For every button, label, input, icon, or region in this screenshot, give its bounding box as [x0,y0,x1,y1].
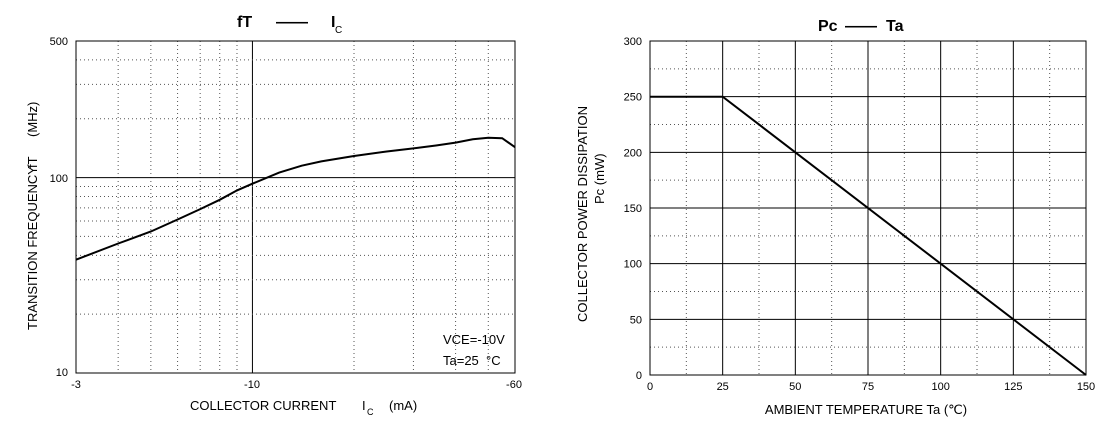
ft-ic-ylabel-sym: fT [25,156,40,168]
pc-ta-ylabel-sub: Pc (mW) [592,153,607,204]
pc-ta-xtick-75: 75 [862,381,874,393]
pc-ta-ytick-200: 200 [624,147,642,159]
pc-ta-xtick-25: 25 [717,381,729,393]
ft-ic-ytick-500: 500 [50,36,68,48]
ft-ic-title-main: fT [237,14,252,31]
pc-ta-ytick-50: 50 [630,314,642,326]
pc-ta-ylabel: COLLECTOR POWER DISSIPATION [575,106,590,322]
ft-ic-xlabel-ic-sub: C [367,407,374,417]
ft-ic-ylabel: TRANSITION FREQUENCY [25,166,40,330]
ft-ic-xtick-10: -10 [244,379,260,391]
pc-ta-xticks: 0 25 50 75 100 125 150 [647,381,1095,393]
ft-ic-annotation-vce: VCE=-10V [443,332,505,347]
pc-ta-curve [650,95,1087,376]
pc-ta-yticks: 0 50 100 150 200 250 300 [624,36,642,382]
pc-ta-xtick-100: 100 [932,381,950,393]
pc-ta-xtick-150: 150 [1077,381,1095,393]
pc-ta-ylabel-group: COLLECTOR POWER DISSIPATION Pc (mW) [575,106,607,322]
pc-ta-chart: Pc —— Ta 0 50 100 150 200 250 300 0 25 5… [575,18,1095,417]
ft-ic-ytick-10: 10 [56,367,68,379]
pc-ta-title-left: Pc [818,18,838,35]
pc-ta-xlabel: AMBIENT TEMPERATURE Ta (℃) [765,402,967,417]
pc-ta-xtick-50: 50 [789,381,801,393]
ft-ic-xlabel-ic: I [362,398,366,413]
ft-ic-title-dash: —— [276,14,308,31]
ft-ic-annotation-ta: Ta=25 [443,353,479,368]
ft-ic-title-ic: I [331,14,335,31]
pc-ta-ytick-100: 100 [624,259,642,271]
ft-ic-xtick-3: -3 [71,379,81,391]
ft-ic-chart: fT —— I C 10 100 500 -3 -10 -60 COLLECTO… [25,14,522,417]
pc-ta-plot-frame [649,40,1087,376]
ft-ic-plot-frame [75,40,516,374]
ft-ic-xtick-60: -60 [506,379,522,391]
pc-ta-ytick-300: 300 [624,36,642,48]
ft-ic-ylabel-unit: (MHz) [25,102,40,137]
pc-ta-xtick-125: 125 [1004,381,1022,393]
ft-ic-xlabel: COLLECTOR CURRENT [190,398,336,413]
ft-ic-grid [76,41,515,373]
pc-ta-title-right: Ta [886,18,904,35]
ft-ic-title-ic-sub: C [335,25,342,36]
ft-ic-curve [75,136,516,261]
ft-ic-ylabel-group: TRANSITION FREQUENCY fT (MHz) [25,102,40,330]
pc-ta-xtick-0: 0 [647,381,653,393]
pc-ta-ytick-250: 250 [624,92,642,104]
ft-ic-xlabel-unit: (mA) [389,398,417,413]
pc-ta-ytick-0: 0 [636,370,642,382]
pc-ta-title-dash: —— [845,18,877,35]
ft-ic-ytick-100: 100 [50,173,68,185]
pc-ta-ytick-150: 150 [624,203,642,215]
ft-ic-annotation-degc: °C [486,353,501,368]
